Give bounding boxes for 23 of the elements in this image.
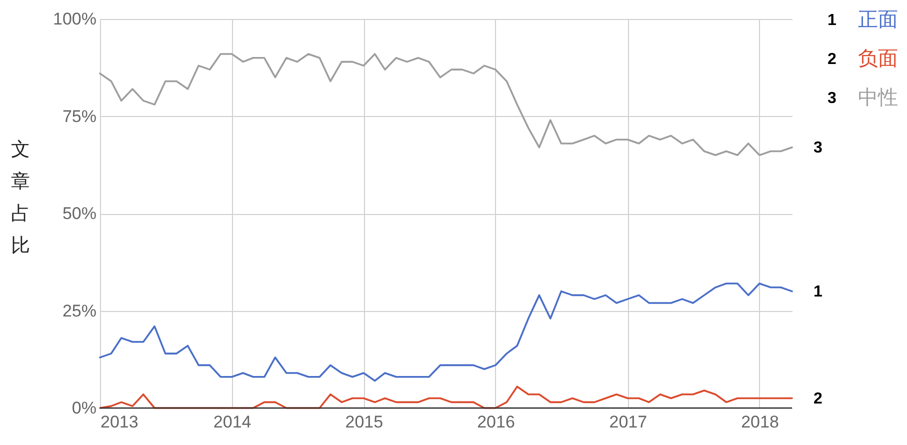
text: 2 [828, 51, 836, 68]
text: 1 [828, 12, 836, 29]
text: 3 [828, 90, 836, 107]
line-series [99, 282, 793, 382]
x-tick-label: 2018 [741, 412, 779, 432]
annotation: 2 [814, 390, 823, 408]
x-tick-label: 2016 [477, 412, 515, 432]
y-tick-label: 0% [72, 398, 96, 418]
y-tick-label: 25% [62, 301, 96, 320]
y-tick-label: 100% [53, 10, 96, 28]
y-tick-label: 50% [62, 204, 96, 223]
line-series [99, 53, 793, 156]
text: 负面 [858, 48, 898, 70]
text: 正面 [858, 9, 898, 31]
x-tick-label: 2017 [609, 412, 648, 432]
x-tick-label: 2015 [345, 412, 384, 432]
annotation: 1 [814, 283, 823, 300]
x-tick-label: 2013 [100, 412, 138, 432]
y-tick-label: 75% [62, 106, 96, 126]
text: 中性 [858, 87, 898, 109]
y-axis-title: 文章占比 [11, 140, 30, 256]
annotation: 3 [814, 139, 823, 156]
x-tick-label: 2014 [213, 412, 252, 432]
